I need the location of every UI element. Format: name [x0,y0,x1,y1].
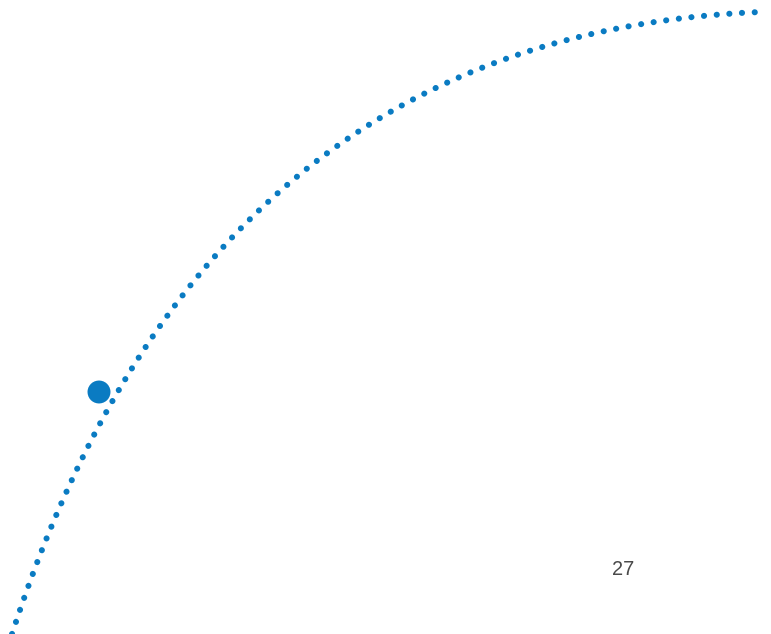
dotted-arc [9,9,763,634]
arc-marker-dot [87,380,111,404]
page-number: 27 [612,558,635,580]
